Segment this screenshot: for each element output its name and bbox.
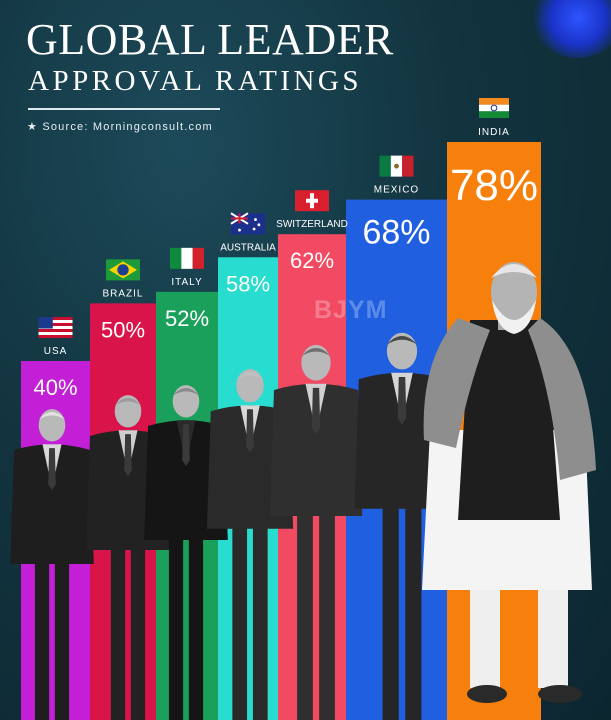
leader-photo-italy	[144, 385, 228, 720]
data-label-australia: 58%	[226, 271, 270, 296]
leader-photo-mexico	[354, 332, 450, 720]
us-flag-icon	[38, 317, 73, 338]
category-label-italy: ITALY	[171, 277, 202, 288]
brazil-flag-icon	[106, 259, 140, 281]
chart-subtitle: APPROVAL RATINGS	[28, 65, 362, 97]
data-label-usa: 40%	[33, 375, 77, 400]
title-divider	[28, 108, 220, 110]
switzerland-flag-icon	[295, 190, 329, 212]
data-label-switzerland: 62%	[290, 248, 334, 273]
data-label-india: 78%	[450, 161, 538, 210]
category-label-brazil: BRAZIL	[102, 288, 143, 299]
data-label-italy: 52%	[165, 306, 209, 331]
italy-flag-icon	[170, 247, 204, 269]
source-note: ★ Source: Morningconsult.com	[27, 121, 213, 133]
category-label-mexico: MEXICO	[374, 185, 419, 196]
leader-photo-switzerland	[269, 344, 363, 720]
data-label-mexico: 68%	[362, 214, 430, 252]
data-label-brazil: 50%	[101, 317, 145, 342]
watermark: BJYM	[314, 296, 388, 324]
australia-flag-icon	[230, 212, 265, 235]
category-label-usa: USA	[44, 346, 68, 357]
category-label-australia: AUSTRALIA	[220, 242, 276, 253]
chart-title: GLOBAL LEADER	[26, 15, 394, 64]
category-label-switzerland: SWITZERLAND	[276, 219, 348, 230]
category-label-india: INDIA	[478, 127, 510, 138]
mexico-flag-icon	[379, 155, 414, 177]
leader-photo-usa	[10, 409, 94, 720]
india-flag-icon	[479, 98, 509, 118]
leader-photo-india	[422, 262, 596, 703]
